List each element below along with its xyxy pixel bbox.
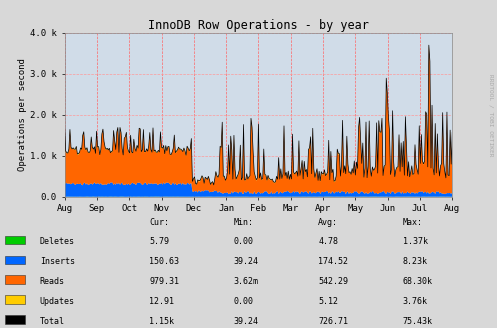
Text: 39.24: 39.24: [234, 257, 258, 266]
Text: Avg:: Avg:: [318, 218, 338, 227]
Text: 0.00: 0.00: [234, 297, 253, 306]
Text: Cur:: Cur:: [149, 218, 169, 227]
Text: 4.78: 4.78: [318, 237, 338, 246]
Text: 3.62m: 3.62m: [234, 277, 258, 286]
Title: InnoDB Row Operations - by year: InnoDB Row Operations - by year: [148, 19, 369, 31]
Text: 0.00: 0.00: [234, 237, 253, 246]
Text: Deletes: Deletes: [40, 237, 75, 246]
Text: 12.91: 12.91: [149, 297, 174, 306]
Text: 1.37k: 1.37k: [403, 237, 427, 246]
FancyBboxPatch shape: [5, 315, 25, 324]
Text: Inserts: Inserts: [40, 257, 75, 266]
Text: 542.29: 542.29: [318, 277, 348, 286]
Text: 68.30k: 68.30k: [403, 277, 432, 286]
FancyBboxPatch shape: [5, 276, 25, 284]
Text: 39.24: 39.24: [234, 317, 258, 326]
Text: 979.31: 979.31: [149, 277, 179, 286]
Text: 1.15k: 1.15k: [149, 317, 174, 326]
Text: 3.76k: 3.76k: [403, 297, 427, 306]
Text: 174.52: 174.52: [318, 257, 348, 266]
Y-axis label: Operations per second: Operations per second: [18, 58, 27, 171]
FancyBboxPatch shape: [5, 296, 25, 304]
Text: Max:: Max:: [403, 218, 422, 227]
Text: 8.23k: 8.23k: [403, 257, 427, 266]
FancyBboxPatch shape: [5, 256, 25, 264]
Text: 75.43k: 75.43k: [403, 317, 432, 326]
Text: Updates: Updates: [40, 297, 75, 306]
Text: Min:: Min:: [234, 218, 253, 227]
Text: Reads: Reads: [40, 277, 65, 286]
Text: 5.12: 5.12: [318, 297, 338, 306]
Text: 5.79: 5.79: [149, 237, 169, 246]
FancyBboxPatch shape: [5, 236, 25, 244]
Text: 150.63: 150.63: [149, 257, 179, 266]
Text: 726.71: 726.71: [318, 317, 348, 326]
Text: RRDTOOL / TOBI OETIKER: RRDTOOL / TOBI OETIKER: [489, 73, 494, 156]
Text: Total: Total: [40, 317, 65, 326]
